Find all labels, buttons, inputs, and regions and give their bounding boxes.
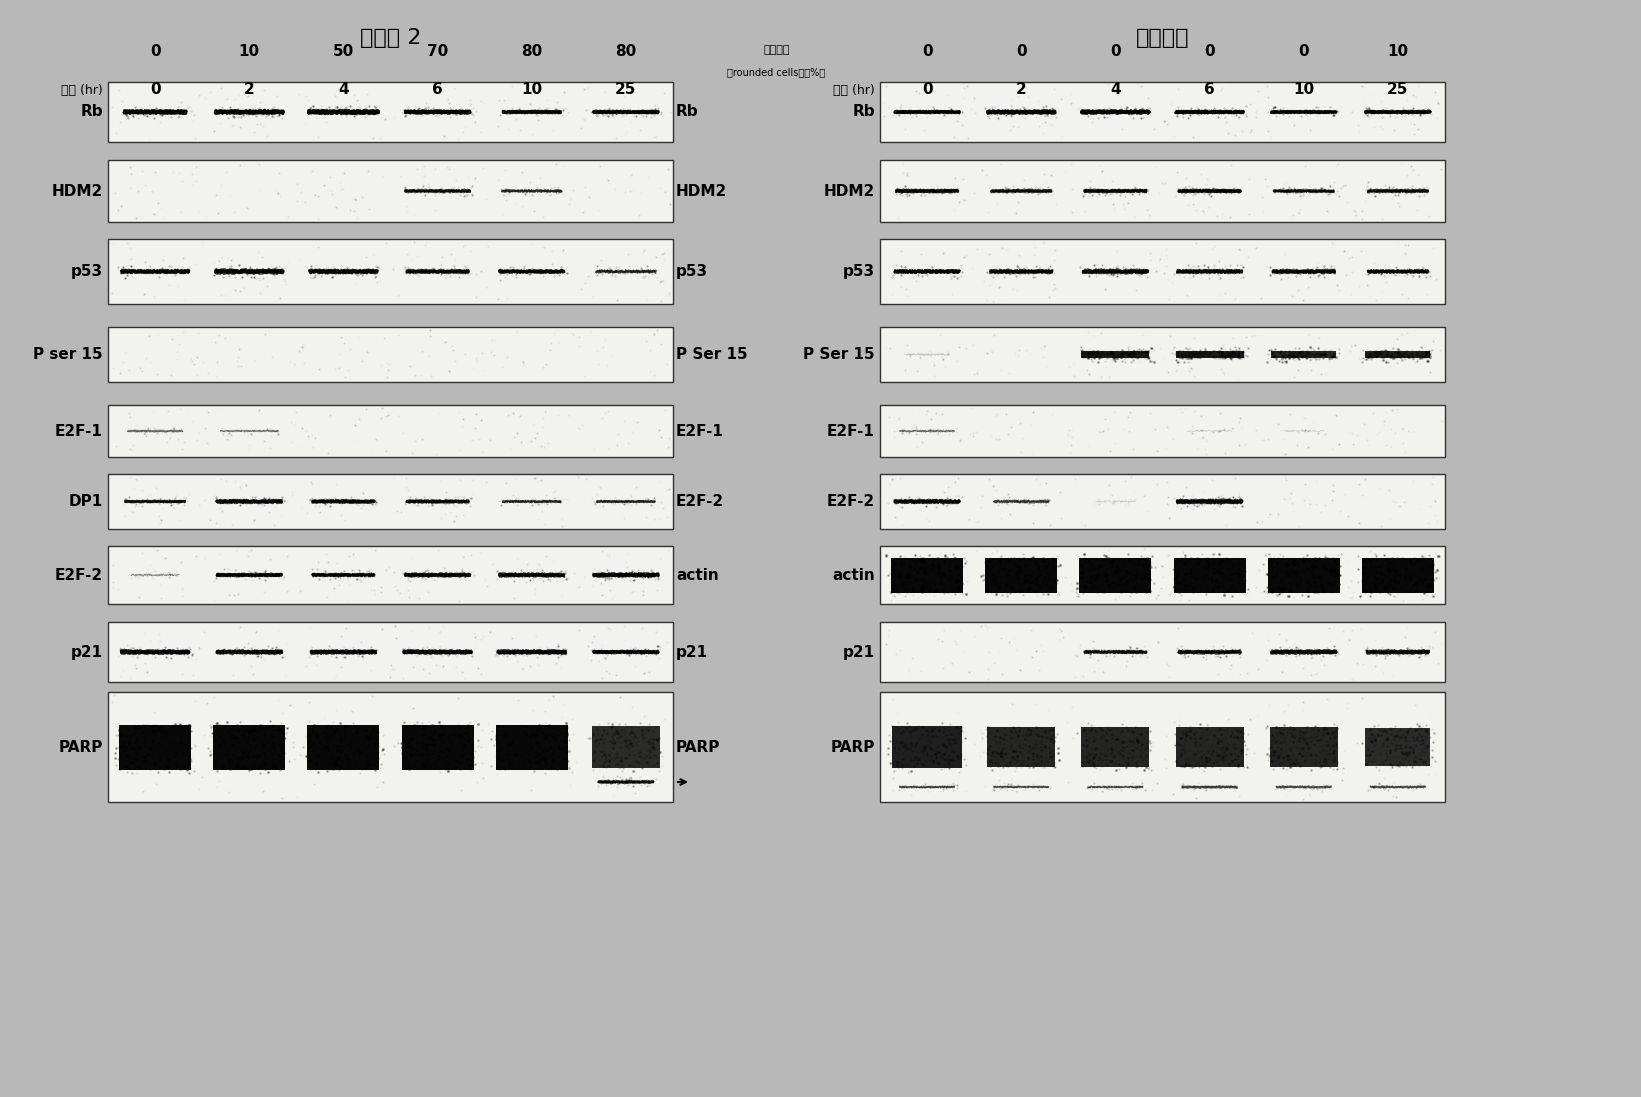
Text: 化合物 2: 化合物 2 — [359, 29, 422, 48]
Bar — [1173, 557, 1246, 592]
Text: 6: 6 — [1204, 82, 1214, 98]
Text: 50: 50 — [333, 45, 354, 59]
Bar — [108, 160, 673, 222]
Bar — [893, 726, 962, 768]
Bar — [108, 82, 673, 142]
Text: actin: actin — [676, 567, 719, 583]
Text: 2: 2 — [1016, 82, 1027, 98]
Bar — [307, 724, 379, 769]
Text: PARP: PARP — [676, 739, 720, 755]
Text: p53: p53 — [676, 264, 709, 279]
Text: p21: p21 — [676, 645, 709, 659]
Text: 10: 10 — [1387, 45, 1408, 59]
Bar — [1081, 727, 1149, 767]
Bar — [108, 692, 673, 802]
Bar — [402, 724, 474, 769]
Bar — [120, 724, 190, 769]
Text: 25: 25 — [1387, 82, 1408, 98]
Bar — [880, 405, 1446, 457]
Bar — [1268, 557, 1339, 592]
Bar — [1175, 727, 1244, 767]
Text: P Ser 15: P Ser 15 — [804, 347, 875, 362]
Text: 0: 0 — [1016, 45, 1027, 59]
Text: 依托泊苷: 依托泊苷 — [1136, 29, 1190, 48]
Bar — [108, 622, 673, 682]
Bar — [880, 82, 1446, 142]
Text: E2F-2: E2F-2 — [827, 494, 875, 509]
Bar — [880, 546, 1446, 604]
Text: PARP: PARP — [59, 739, 103, 755]
Bar — [985, 557, 1057, 592]
Bar — [880, 160, 1446, 222]
Text: 80: 80 — [615, 45, 637, 59]
Text: E2F-2: E2F-2 — [676, 494, 724, 509]
Bar — [880, 239, 1446, 304]
Text: 时间 (hr): 时间 (hr) — [834, 83, 875, 97]
Text: E2F-1: E2F-1 — [676, 423, 724, 439]
Text: Rb: Rb — [676, 104, 699, 120]
Text: 0: 0 — [149, 45, 161, 59]
Bar — [880, 692, 1446, 802]
Bar — [108, 405, 673, 457]
Text: （rounded cells）（%）: （rounded cells）（%） — [727, 67, 825, 77]
Bar — [1365, 728, 1431, 766]
Text: HDM2: HDM2 — [824, 183, 875, 199]
Bar — [880, 474, 1446, 529]
Bar — [108, 239, 673, 304]
Text: p21: p21 — [843, 645, 875, 659]
Bar — [108, 327, 673, 382]
Text: 0: 0 — [1298, 45, 1310, 59]
Bar — [213, 724, 286, 769]
Text: DP1: DP1 — [69, 494, 103, 509]
Text: 时间 (hr): 时间 (hr) — [61, 83, 103, 97]
Text: 0: 0 — [1109, 45, 1121, 59]
Text: Rb: Rb — [80, 104, 103, 120]
Bar — [108, 474, 673, 529]
Bar — [988, 727, 1055, 767]
Bar — [1080, 557, 1152, 592]
Text: 10: 10 — [1293, 82, 1314, 98]
Text: 0: 0 — [922, 82, 932, 98]
Text: 圆形细胞: 圆形细胞 — [763, 45, 789, 55]
Bar — [891, 557, 963, 592]
Text: P ser 15: P ser 15 — [33, 347, 103, 362]
Bar — [1272, 351, 1336, 358]
Bar — [1362, 557, 1434, 592]
Text: E2F-1: E2F-1 — [56, 423, 103, 439]
Bar — [496, 724, 568, 769]
Text: 2: 2 — [245, 82, 254, 98]
Text: E2F-1: E2F-1 — [827, 423, 875, 439]
Text: 6: 6 — [432, 82, 443, 98]
Text: p53: p53 — [843, 264, 875, 279]
Text: HDM2: HDM2 — [53, 183, 103, 199]
Bar — [1365, 351, 1431, 358]
Text: p21: p21 — [71, 645, 103, 659]
Text: 0: 0 — [922, 45, 932, 59]
Bar — [1175, 351, 1244, 358]
Text: 10: 10 — [522, 82, 542, 98]
Text: HDM2: HDM2 — [676, 183, 727, 199]
Text: Rb: Rb — [852, 104, 875, 120]
Text: 80: 80 — [522, 45, 543, 59]
Text: 70: 70 — [427, 45, 448, 59]
Text: 0: 0 — [1204, 45, 1214, 59]
Text: 0: 0 — [149, 82, 161, 98]
Bar — [108, 546, 673, 604]
Text: p53: p53 — [71, 264, 103, 279]
Text: actin: actin — [832, 567, 875, 583]
Bar — [1081, 351, 1149, 358]
Text: PARP: PARP — [830, 739, 875, 755]
Text: 4: 4 — [1109, 82, 1121, 98]
Text: P Ser 15: P Ser 15 — [676, 347, 748, 362]
Bar — [1270, 727, 1337, 767]
Text: E2F-2: E2F-2 — [54, 567, 103, 583]
Bar — [592, 726, 660, 768]
Bar — [880, 327, 1446, 382]
Text: 4: 4 — [338, 82, 350, 98]
Text: 10: 10 — [238, 45, 259, 59]
Bar — [880, 622, 1446, 682]
Text: 25: 25 — [615, 82, 637, 98]
